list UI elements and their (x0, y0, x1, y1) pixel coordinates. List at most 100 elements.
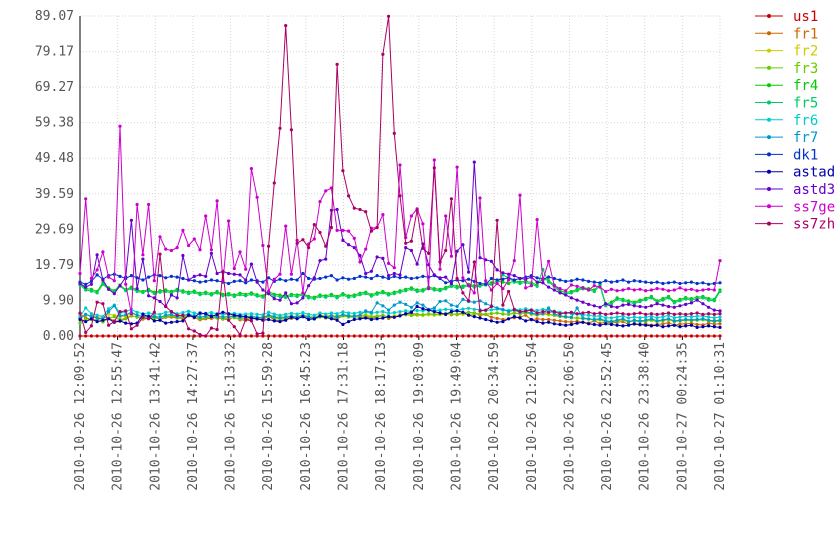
data-point-astd3 (95, 253, 99, 257)
data-point-astad (324, 315, 328, 319)
data-point-us1 (449, 334, 453, 338)
data-point-ss7ge (438, 267, 442, 271)
data-point-ss7ge (107, 275, 111, 279)
data-point-ss7ge (175, 246, 179, 250)
data-point-ss7ge (364, 247, 368, 251)
data-point-us1 (324, 334, 328, 338)
data-point-astad (238, 314, 242, 318)
data-point-ss7zh (255, 332, 259, 336)
data-point-astad (369, 317, 373, 322)
data-point-fr5 (272, 294, 276, 298)
data-point-us1 (672, 334, 676, 338)
x-tick-label: 2010-10-26 21:20:54 (525, 342, 540, 491)
data-point-fr5 (404, 289, 408, 293)
data-point-fr7 (409, 305, 413, 309)
data-point-ss7zh (267, 244, 271, 248)
data-point-us1 (415, 334, 419, 338)
data-point-ss7ge (615, 289, 619, 293)
data-point-dk1 (598, 281, 602, 285)
data-point-fr6 (272, 312, 276, 316)
data-point-astd3 (89, 282, 93, 286)
data-point-us1 (341, 334, 345, 338)
data-point-us1 (95, 334, 99, 338)
data-point-ss7zh (489, 304, 493, 309)
data-point-dk1 (335, 278, 339, 282)
data-point-astd3 (101, 278, 105, 282)
data-point-ss7zh (501, 303, 505, 307)
data-point-astad (524, 319, 528, 323)
data-point-astad (392, 315, 396, 319)
data-point-astd3 (609, 304, 614, 309)
data-point-dk1 (284, 279, 288, 283)
data-point-fr7 (347, 314, 351, 318)
data-point-ss7ge (147, 202, 151, 207)
x-tick-label: 2010-10-26 22:52:45 (600, 342, 615, 491)
data-point-dk1 (192, 279, 196, 283)
data-point-fr7 (364, 309, 368, 313)
data-point-us1 (552, 334, 556, 338)
data-point-ss7ge (695, 289, 699, 293)
data-point-fr5 (478, 284, 482, 288)
data-point-fr5 (232, 294, 236, 299)
legend-label: fr2 (793, 44, 818, 60)
data-point-fr7 (164, 313, 168, 317)
data-point-dk1 (581, 278, 585, 282)
data-point-dk1 (638, 279, 642, 283)
data-point-fr7 (112, 304, 116, 308)
data-point-astad (455, 309, 459, 313)
data-point-astd3 (684, 302, 688, 306)
x-tick-label: 2010-10-26 19:49:04 (449, 342, 464, 491)
legend-swatch-marker (767, 48, 771, 53)
legend-swatch-marker (767, 14, 771, 18)
data-point-fr7 (461, 297, 465, 301)
data-point-dk1 (632, 279, 636, 283)
data-point-ss7zh (667, 311, 671, 315)
data-point-fr1 (547, 317, 551, 322)
data-point-dk1 (329, 274, 333, 278)
legend-swatch-marker (767, 204, 771, 209)
legend-swatch-marker (767, 117, 771, 122)
legend-label: fr4 (793, 78, 818, 94)
data-point-ss7zh (107, 323, 111, 327)
data-point-dk1 (592, 280, 596, 284)
data-point-ss7ge (398, 163, 402, 167)
data-point-astd3 (638, 304, 642, 309)
data-point-ss7zh (689, 312, 694, 316)
data-point-dk1 (169, 274, 173, 278)
data-point-ss7zh (484, 308, 488, 312)
data-point-fr7 (529, 311, 534, 315)
data-point-fr5 (312, 297, 316, 301)
data-point-dk1 (655, 280, 659, 284)
data-point-astad (409, 310, 413, 314)
data-point-astad (255, 317, 259, 321)
data-point-ss7ge (215, 199, 219, 203)
data-point-ss7ge (347, 229, 351, 233)
data-point-fr7 (575, 306, 579, 310)
data-point-dk1 (181, 276, 185, 281)
legend-item-fr4: fr4 (755, 78, 818, 94)
data-point-us1 (569, 334, 574, 338)
data-point-astd3 (175, 296, 179, 300)
data-point-fr7 (89, 315, 93, 319)
data-point-fr6 (524, 307, 528, 311)
data-point-astd3 (204, 274, 208, 278)
data-point-ss7ge (387, 261, 391, 265)
data-point-dk1 (84, 282, 88, 286)
data-point-astad (329, 317, 333, 321)
data-point-astad (432, 310, 436, 314)
data-point-fr5 (701, 296, 705, 300)
data-point-ss7ge (352, 236, 356, 240)
data-point-astd3 (261, 288, 265, 292)
data-point-fr5 (187, 292, 191, 296)
data-point-ss7ge (209, 248, 213, 252)
data-point-fr7 (609, 320, 614, 324)
data-point-fr7 (604, 319, 608, 323)
data-point-us1 (421, 334, 425, 338)
data-point-astd3 (181, 253, 185, 258)
data-point-astd3 (489, 259, 493, 263)
data-point-fr6 (461, 307, 465, 311)
data-point-astad (712, 325, 716, 329)
data-point-fr7 (587, 317, 591, 321)
data-point-ss7zh (95, 300, 99, 304)
data-point-ss7ge (558, 287, 562, 291)
